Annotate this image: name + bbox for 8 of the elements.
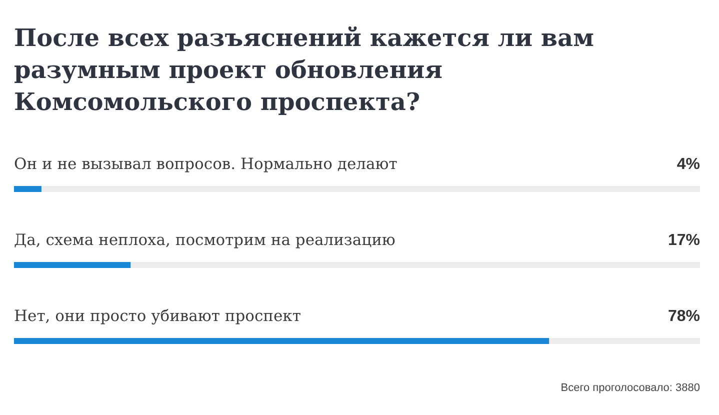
text: Всего проголосовало: 3880 (560, 382, 700, 394)
data-label: 78% (668, 308, 700, 325)
y-tick-label: Да, схема неплоха, посмотрим на реализацию (14, 231, 396, 249)
y-tick-label: Он и не вызывал вопросов. Нормально делают (14, 155, 398, 173)
chart-title: После всех разъяснений кажется ли вам разумным проект обновления Комсомольского проспекта? (14, 23, 594, 116)
data-label: 4% (676, 156, 700, 173)
data-label: 17% (668, 232, 700, 249)
y-tick-label: Нет, они просто убивают проспект (14, 307, 301, 325)
